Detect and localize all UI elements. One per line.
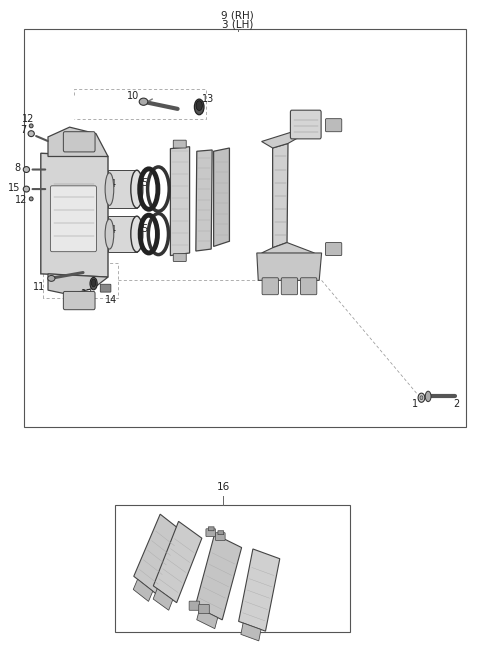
Ellipse shape [105, 219, 114, 249]
FancyBboxPatch shape [208, 527, 214, 531]
Text: 4: 4 [109, 179, 116, 189]
Text: 16: 16 [216, 482, 230, 492]
Ellipse shape [139, 98, 148, 105]
FancyBboxPatch shape [262, 278, 278, 295]
FancyBboxPatch shape [281, 278, 298, 295]
Text: 10: 10 [127, 91, 139, 102]
Ellipse shape [90, 278, 97, 290]
Polygon shape [195, 534, 241, 620]
Text: 12: 12 [15, 195, 27, 205]
Ellipse shape [420, 396, 423, 400]
FancyBboxPatch shape [173, 140, 186, 148]
FancyBboxPatch shape [216, 533, 225, 541]
Ellipse shape [48, 275, 55, 282]
FancyBboxPatch shape [63, 291, 95, 310]
Ellipse shape [131, 170, 143, 208]
FancyBboxPatch shape [290, 110, 321, 139]
FancyBboxPatch shape [63, 132, 95, 152]
FancyBboxPatch shape [325, 243, 342, 256]
Polygon shape [241, 623, 261, 641]
Ellipse shape [23, 166, 30, 172]
FancyBboxPatch shape [300, 278, 317, 295]
FancyBboxPatch shape [50, 186, 96, 252]
FancyBboxPatch shape [199, 604, 209, 614]
Polygon shape [48, 127, 108, 156]
Polygon shape [197, 609, 218, 629]
FancyBboxPatch shape [108, 216, 137, 252]
Text: 12: 12 [22, 114, 35, 125]
Polygon shape [48, 274, 108, 295]
Polygon shape [262, 127, 317, 148]
Ellipse shape [29, 197, 33, 201]
Polygon shape [257, 253, 322, 280]
Text: 2: 2 [453, 399, 459, 409]
Ellipse shape [196, 101, 203, 110]
Text: 3 (LH): 3 (LH) [222, 20, 253, 29]
Text: 4: 4 [109, 225, 116, 235]
Polygon shape [153, 522, 202, 602]
FancyBboxPatch shape [206, 529, 216, 537]
Ellipse shape [131, 216, 143, 252]
FancyBboxPatch shape [325, 119, 342, 132]
Text: 13: 13 [81, 289, 94, 299]
Ellipse shape [28, 130, 35, 136]
Text: 5: 5 [141, 224, 147, 234]
Text: 5: 5 [141, 177, 147, 188]
Polygon shape [273, 143, 288, 248]
Polygon shape [41, 153, 108, 277]
Polygon shape [262, 243, 314, 258]
Text: 11: 11 [33, 282, 46, 292]
Ellipse shape [418, 393, 425, 402]
Ellipse shape [194, 99, 204, 115]
Text: 6: 6 [168, 176, 174, 186]
Text: 13: 13 [202, 94, 214, 104]
Text: 9 (RH): 9 (RH) [221, 11, 254, 21]
Polygon shape [214, 148, 229, 246]
Text: 14: 14 [105, 295, 117, 305]
Ellipse shape [425, 391, 431, 402]
Ellipse shape [105, 173, 114, 205]
FancyBboxPatch shape [173, 254, 186, 261]
Ellipse shape [29, 124, 33, 128]
Ellipse shape [92, 279, 96, 287]
Polygon shape [170, 147, 190, 256]
Polygon shape [239, 549, 280, 631]
Text: 1: 1 [412, 399, 418, 409]
Polygon shape [153, 589, 173, 610]
Text: 8: 8 [14, 163, 20, 173]
Ellipse shape [23, 186, 30, 192]
Text: 7: 7 [20, 125, 26, 136]
FancyBboxPatch shape [100, 284, 111, 292]
Text: 15: 15 [8, 183, 20, 193]
FancyBboxPatch shape [218, 531, 224, 535]
FancyBboxPatch shape [189, 601, 200, 610]
Polygon shape [196, 150, 212, 251]
FancyBboxPatch shape [108, 170, 137, 208]
Polygon shape [133, 579, 153, 601]
Text: 6: 6 [168, 222, 174, 233]
Polygon shape [134, 514, 183, 594]
